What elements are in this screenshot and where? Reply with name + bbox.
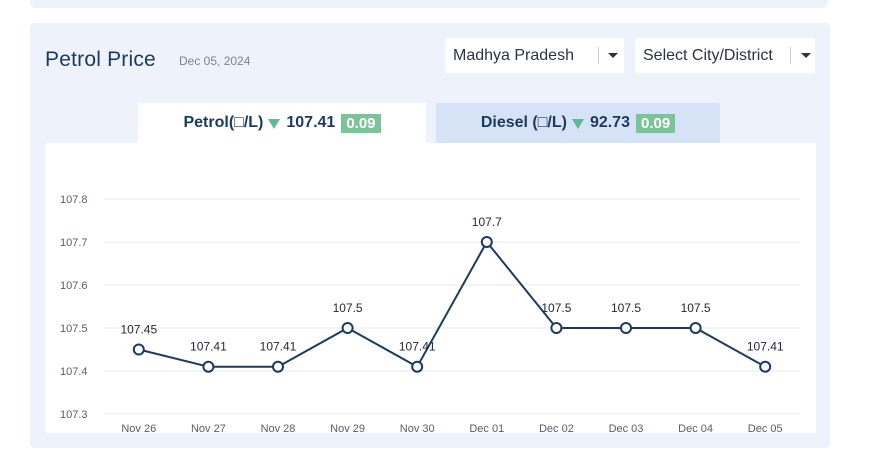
data-point [480, 236, 493, 248]
data-point [272, 360, 284, 373]
price-date: Dec 05, 2024 [179, 54, 251, 68]
x-tick-label: Dec 01 [469, 423, 504, 433]
tab-diesel-price: 92.73 [589, 114, 630, 131]
data-label: 107.7 [472, 215, 502, 229]
select-divider [598, 47, 599, 64]
state-select-value: Madhya Pradesh [453, 46, 574, 64]
tab-petrol-price: 107.41 [286, 114, 336, 131]
data-label: 107.41 [747, 340, 784, 354]
data-point [341, 322, 354, 334]
data-point [132, 343, 145, 356]
tab-petrol-label: Petrol(□/L) [183, 114, 264, 131]
tab-diesel-label: Diesel (□/L) [480, 114, 567, 131]
y-tick-label: 107.7 [60, 237, 88, 249]
x-tick-label: Nov 26 [121, 423, 156, 433]
state-select[interactable]: Madhya Pradesh [445, 38, 624, 73]
price-line-chart: 107.3 107.4 107.5 107.6 107.7 107.8 Nov 26 Nov … [60, 194, 800, 433]
x-tick-label: Dec 03 [609, 423, 644, 433]
city-select[interactable]: Select City/District [635, 38, 815, 73]
down-arrow-icon [571, 119, 584, 129]
select-divider [790, 47, 791, 64]
x-tick-label: Nov 27 [191, 423, 226, 433]
y-tick-label: 107.4 [60, 366, 88, 378]
page-title: Petrol Price [45, 48, 156, 71]
data-label: 107.41 [190, 340, 227, 354]
tab-diesel-change-badge: 0.09 [635, 113, 676, 133]
y-tick-label: 107.5 [60, 323, 88, 335]
y-tick-label: 107.6 [60, 280, 88, 292]
x-tick-label: Dec 02 [539, 423, 574, 433]
petrol-price-card: Petrol Price Dec 05, 2024 Madhya Pradesh… [30, 23, 830, 448]
data-point [202, 360, 215, 373]
x-tick-label: Nov 29 [330, 423, 365, 433]
data-label: 107.41 [399, 340, 436, 354]
x-tick-label: Dec 05 [748, 423, 783, 433]
y-tick-label: 107.8 [60, 194, 88, 206]
x-tick-label: Dec 04 [678, 423, 713, 433]
data-label: 107.5 [541, 301, 571, 315]
chart-panel: 107.3 107.4 107.5 107.6 107.7 107.8 Nov 26 Nov … [45, 143, 816, 433]
data-point [759, 360, 772, 373]
chevron-down-icon [801, 53, 811, 58]
chevron-down-icon [608, 53, 618, 58]
data-label: 107.5 [333, 301, 363, 315]
previous-card-edge [30, 0, 828, 8]
x-tick-label: Nov 28 [261, 423, 296, 433]
data-label: 107.41 [260, 340, 297, 354]
data-point [689, 322, 702, 334]
data-point [620, 322, 632, 334]
data-label: 107.5 [611, 301, 641, 315]
series-line [138, 241, 766, 368]
tab-diesel[interactable]: Diesel (□/L) 92.73 0.09 [436, 103, 720, 143]
data-point [411, 360, 424, 373]
y-tick-label: 107.3 [60, 409, 88, 421]
down-arrow-icon [268, 119, 281, 129]
data-point [550, 322, 563, 334]
tab-petrol[interactable]: Petrol(□/L) 107.41 0.09 [138, 103, 426, 143]
x-tick-label: Nov 30 [400, 423, 435, 433]
tab-petrol-change-badge: 0.09 [341, 113, 381, 133]
data-label: 107.5 [681, 301, 711, 315]
data-label: 107.45 [120, 323, 157, 337]
city-select-value: Select City/District [643, 46, 773, 64]
